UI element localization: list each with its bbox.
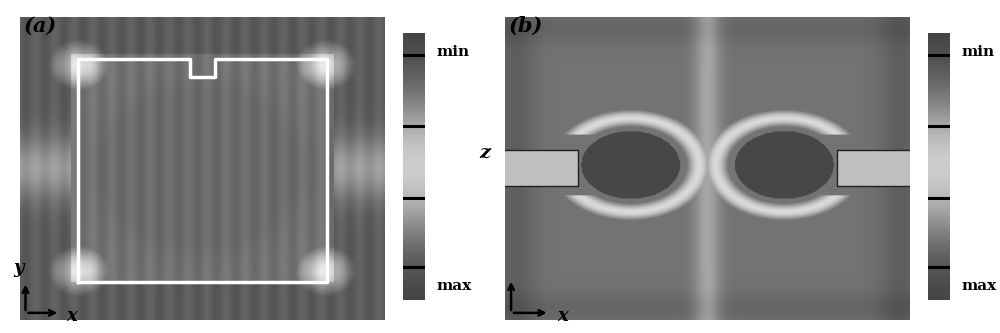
Text: min: min bbox=[961, 45, 994, 59]
Text: max: max bbox=[436, 279, 471, 293]
Text: min: min bbox=[436, 45, 469, 59]
Text: x: x bbox=[557, 307, 568, 325]
Bar bbox=[501, 150, 578, 185]
Text: max: max bbox=[961, 279, 996, 293]
Bar bbox=[837, 150, 914, 185]
Text: z: z bbox=[479, 144, 490, 162]
Text: (a): (a) bbox=[24, 16, 57, 36]
Text: x: x bbox=[67, 307, 77, 325]
Text: (b): (b) bbox=[509, 16, 543, 36]
Text: y: y bbox=[13, 259, 23, 277]
